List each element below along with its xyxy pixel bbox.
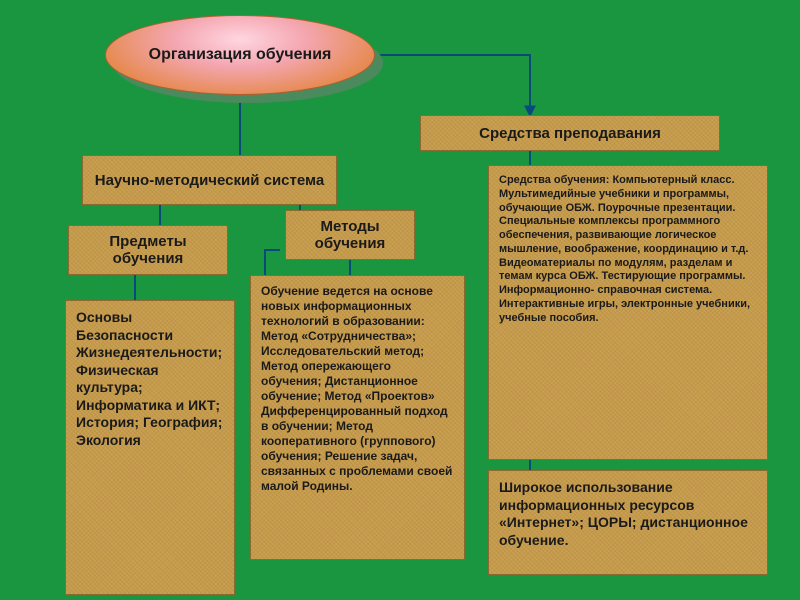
root-ellipse: Организация обучения <box>105 15 375 95</box>
node-internet: Широкое использование информационных рес… <box>488 470 768 575</box>
node-subjects-body-text: Основы Безопасности Жизнедеятельности; Ф… <box>76 309 222 448</box>
node-methods-body: Обучение ведется на основе новых информа… <box>250 275 465 560</box>
node-methods-body-text: Обучение ведется на основе новых информа… <box>261 284 452 493</box>
node-internet-text: Широкое использование информационных рес… <box>499 479 748 548</box>
root-ellipse-label: Организация обучения <box>149 46 332 64</box>
node-teaching-body: Средства обучения: Компьютерный класс. М… <box>488 165 768 460</box>
node-sci-method-label: Научно-методический система <box>95 172 325 189</box>
node-teaching-label: Средства преподавания <box>479 125 661 142</box>
node-subjects: Предметы обучения <box>68 225 228 275</box>
node-methods: Методы обучения <box>285 210 415 260</box>
node-teaching-body-text: Средства обучения: Компьютерный класс. М… <box>499 174 750 324</box>
node-subjects-body: Основы Безопасности Жизнедеятельности; Ф… <box>65 300 235 595</box>
node-teaching: Средства преподавания <box>420 115 720 151</box>
node-sci-method: Научно-методический система <box>82 155 337 205</box>
node-methods-label: Методы обучения <box>292 218 408 252</box>
node-subjects-label: Предметы обучения <box>75 233 221 267</box>
